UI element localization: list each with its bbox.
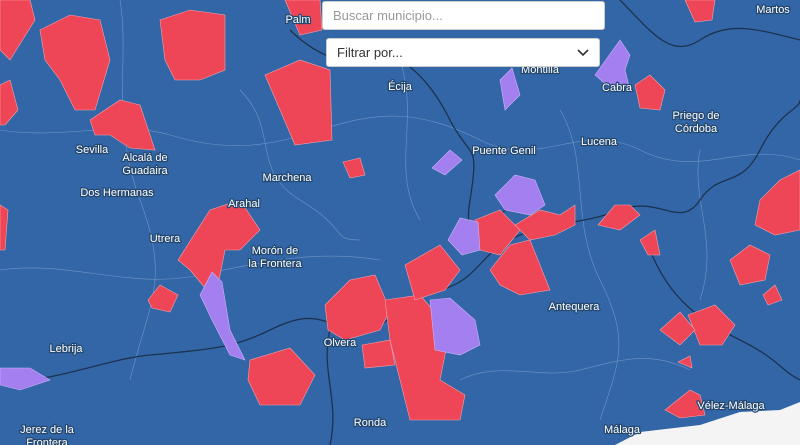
place-label: Dos Hermanas [80,187,154,199]
place-label: Antequera [549,301,601,313]
place-label: Morón de [252,245,298,257]
place-label: Cabra [602,82,633,94]
place-label: Écija [388,80,413,93]
place-label: Martos [756,4,790,16]
place-label: Lucena [581,136,618,148]
place-label: Vélez-Málaga [697,400,765,412]
chevron-icon [577,48,589,56]
sea [615,402,800,445]
place-label: Málaga [604,424,641,436]
filter-placeholder: Filtrar por... [337,45,403,60]
place-label: Priego de [672,110,719,122]
place-label: Frontera [26,437,68,445]
place-label: la Frontera [248,258,302,270]
place-label: Jerez de la [20,424,75,436]
place-label: Córdoba [675,123,718,135]
place-label: Lebrija [49,343,83,355]
place-label: Olvera [324,337,357,349]
place-label: Alcalá de [122,152,167,164]
place-label: Guadaira [122,165,168,177]
place-label: Arahal [228,198,260,210]
place-label: Ronda [354,417,387,429]
place-label: Puente Genil [472,145,536,157]
search-placeholder: Buscar municipio... [333,8,443,23]
place-label: Utrera [150,233,181,245]
place-label: Palm [285,14,310,26]
search-input[interactable]: Buscar municipio... [322,1,605,30]
place-label: Sevilla [76,144,109,156]
filter-dropdown[interactable]: Filtrar por... [326,38,600,67]
party-purple-areas [0,39,631,391]
place-label: Marchena [263,172,313,184]
